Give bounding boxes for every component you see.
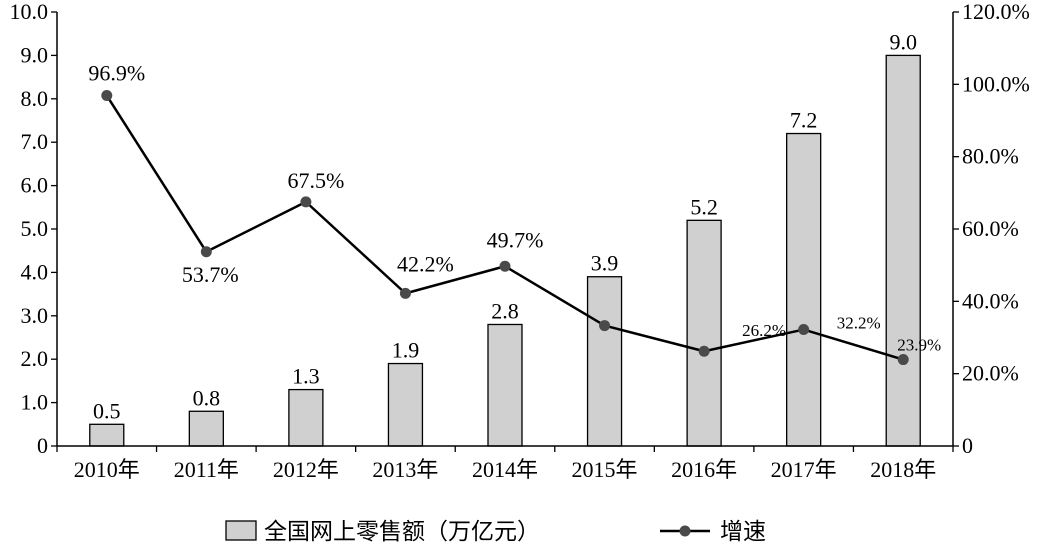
legend-bar-swatch <box>225 520 257 541</box>
growth-label: 96.9% <box>88 61 145 86</box>
legend: 全国网上零售额（万亿元） 增速 <box>225 519 766 544</box>
bar-label: 1.9 <box>392 338 420 363</box>
growth-point-2014年 <box>499 260 511 272</box>
left-tick-label: 0 <box>37 433 48 458</box>
left-tick-label: 5.0 <box>21 216 49 241</box>
right-tick-label: 0 <box>962 433 973 458</box>
bar-label: 9.0 <box>889 29 917 54</box>
bar-label: 0.5 <box>93 398 121 423</box>
bar-series <box>89 54 921 447</box>
bar-2014年 <box>487 323 523 447</box>
right-tick-label: 80.0% <box>962 144 1019 169</box>
left-tick-label: 4.0 <box>21 259 49 284</box>
bar-label: 2.8 <box>491 298 519 323</box>
right-tick-label: 40.0% <box>962 288 1019 313</box>
bar-label: 7.2 <box>790 108 818 133</box>
bar-2011年 <box>188 410 224 447</box>
line-data-labels: 96.9% 53.7% 67.5% 42.2% 49.7% 26.2% 32.2% 23.9% <box>88 61 941 355</box>
x-tick-label: 2016年 <box>671 457 737 482</box>
growth-label: 42.2% <box>397 251 454 276</box>
left-tick-label: 9.0 <box>21 42 49 67</box>
bar-label: 3.9 <box>591 251 619 276</box>
growth-label: 49.7% <box>487 227 544 252</box>
x-tick-label: 2013年 <box>372 457 438 482</box>
growth-point-2018年 <box>897 354 909 366</box>
growth-point-2010年 <box>101 90 113 102</box>
growth-label: 23.9% <box>897 336 941 355</box>
growth-point-2011年 <box>200 246 212 258</box>
bar-2015年 <box>586 276 623 447</box>
bar-2018年 <box>885 54 921 447</box>
x-tick-label: 2014年 <box>472 457 538 482</box>
left-tick-label: 1.0 <box>21 390 49 415</box>
bar-label: 0.8 <box>193 385 221 410</box>
growth-point-2016年 <box>698 345 710 357</box>
x-tick-label: 2012年 <box>273 457 339 482</box>
x-axis-ticks: 2010年 2011年 2012年 2013年 2014年 2015年 2016年 2017年… <box>56 446 954 482</box>
legend-bar-label: 全国网上零售额（万亿元） <box>264 519 540 544</box>
x-tick-label: 2017年 <box>771 457 837 482</box>
right-axis-ticks: 0 20.0% 40.0% 60.0% 80.0% 100.0% 120.0% <box>953 0 1030 458</box>
bar-data-labels: 0.5 0.8 1.3 1.9 2.8 3.9 5.2 7.2 9.0 <box>93 29 917 423</box>
bar-2016年 <box>686 219 722 447</box>
legend-line-label: 增速 <box>720 519 766 544</box>
x-tick-label: 2011年 <box>174 457 239 482</box>
bar-label: 1.3 <box>292 364 320 389</box>
right-tick-label: 100.0% <box>962 71 1030 96</box>
growth-label: 32.2% <box>837 314 881 333</box>
growth-point-2017年 <box>798 324 810 336</box>
growth-label: 26.2% <box>742 321 786 340</box>
growth-point-2015年 <box>599 320 611 332</box>
legend-line-marker <box>679 525 691 537</box>
growth-point-2013年 <box>399 287 411 299</box>
bar-2017年 <box>786 132 822 447</box>
left-tick-label: 3.0 <box>21 303 49 328</box>
right-tick-label: 120.0% <box>962 0 1030 24</box>
bar-2012年 <box>288 388 324 447</box>
x-tick-label: 2010年 <box>74 457 140 482</box>
left-tick-label: 10.0 <box>10 0 49 24</box>
left-tick-label: 2.0 <box>21 346 49 371</box>
right-tick-label: 60.0% <box>962 216 1019 241</box>
left-axis-ticks: 0 1.0 2.0 3.0 4.0 5.0 6.0 7.0 8.0 9.0 10.0 <box>10 0 57 458</box>
growth-label: 53.7% <box>182 262 239 287</box>
left-tick-label: 6.0 <box>21 173 49 198</box>
left-tick-label: 8.0 <box>21 86 49 111</box>
bar-2013年 <box>387 362 424 447</box>
x-tick-label: 2018年 <box>870 457 936 482</box>
line-series <box>101 90 909 366</box>
bar-2010年 <box>89 423 125 447</box>
growth-label: 67.5% <box>287 168 344 193</box>
growth-point-2012年 <box>300 196 312 208</box>
right-tick-label: 20.0% <box>962 361 1019 386</box>
left-tick-label: 7.0 <box>21 129 49 154</box>
bar-label: 5.2 <box>690 194 718 219</box>
x-tick-label: 2015年 <box>572 457 638 482</box>
